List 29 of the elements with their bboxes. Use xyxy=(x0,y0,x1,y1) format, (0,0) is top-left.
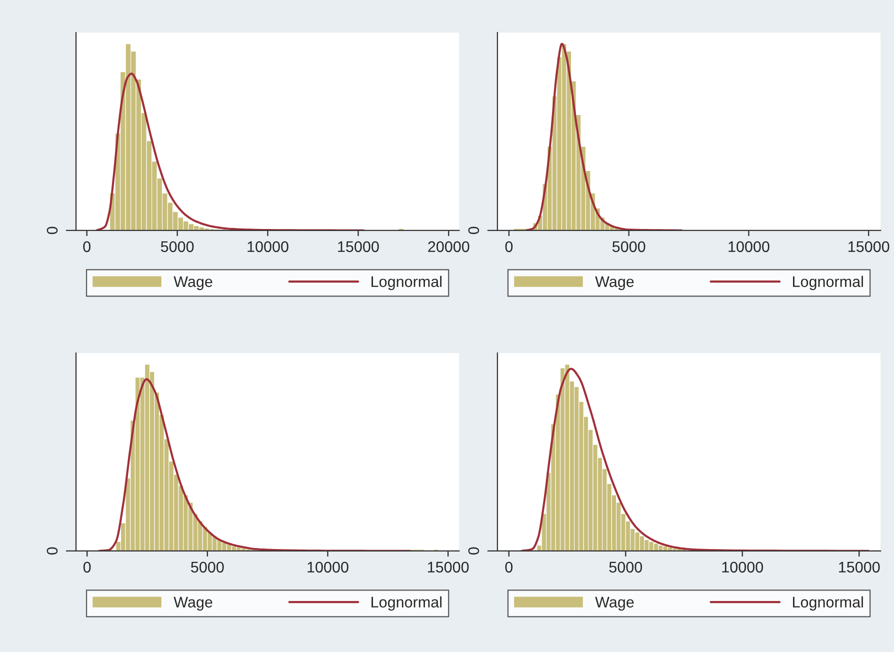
x-tick-label: 5000 xyxy=(609,562,642,573)
legend-label: Wage xyxy=(174,596,212,611)
text: 0 xyxy=(46,547,58,555)
x-tick-label: 15000 xyxy=(428,562,469,573)
x-tick-label: 5000 xyxy=(160,241,194,252)
legend-label: Lognormal xyxy=(372,276,442,290)
x-tick-label: 15000 xyxy=(839,562,880,573)
x-tick-label: 15000 xyxy=(338,241,379,252)
legend-label: Lognormal xyxy=(793,276,863,290)
text: 0 xyxy=(468,547,480,555)
legend-label: Wage xyxy=(174,276,212,290)
x-tick-label: 0 xyxy=(83,562,91,573)
x-tick-label: 10000 xyxy=(728,241,770,252)
x-tick-label: 20000 xyxy=(428,241,470,252)
x-tick-label: 0 xyxy=(83,241,90,252)
legend-label: Wage xyxy=(595,596,634,611)
legend-label: Lognormal xyxy=(793,596,863,611)
x-tick-label: 15000 xyxy=(848,241,890,252)
x-tick-label: 10000 xyxy=(308,562,348,573)
legend-label: Wage xyxy=(595,276,634,290)
text: 0 xyxy=(46,226,58,234)
x-tick-label: 0 xyxy=(505,562,513,573)
text: 0 xyxy=(468,226,480,234)
x-tick-label: 0 xyxy=(505,241,513,252)
x-tick-label: 10000 xyxy=(248,241,288,252)
x-tick-label: 5000 xyxy=(612,241,646,252)
legend-label: Lognormal xyxy=(372,596,442,611)
x-tick-label: 5000 xyxy=(191,562,224,573)
x-tick-label: 10000 xyxy=(722,562,764,573)
